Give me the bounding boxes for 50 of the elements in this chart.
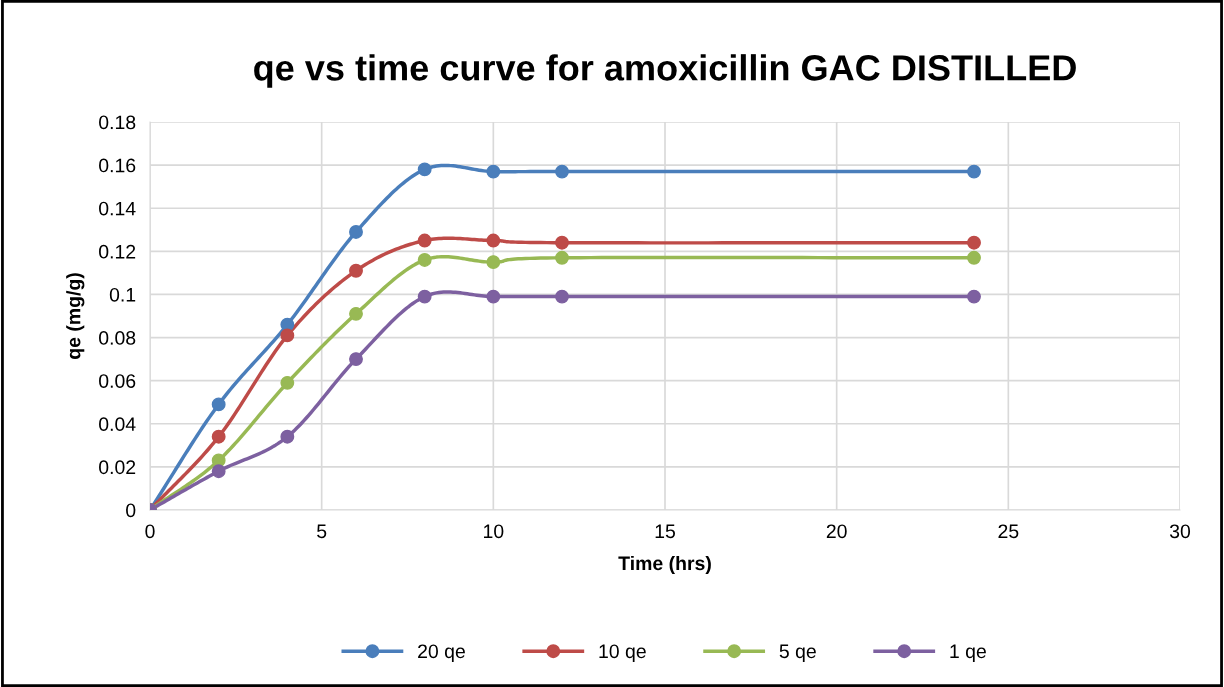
x-tick-label: 20 <box>826 524 847 539</box>
x-tick-label: 30 <box>1169 524 1191 539</box>
point <box>486 233 501 248</box>
point <box>280 375 295 390</box>
x-tick-label: 15 <box>655 524 675 539</box>
y-tick-label: 0.04 <box>99 417 136 432</box>
point <box>486 255 501 270</box>
y-tick-label: 0.06 <box>99 374 136 388</box>
point <box>967 164 981 179</box>
point <box>280 429 295 444</box>
legend-label: 10 qe <box>599 644 646 663</box>
point <box>349 224 363 239</box>
y-tick-label: 0.14 <box>99 201 136 216</box>
point <box>967 289 981 304</box>
point <box>555 164 569 179</box>
point <box>417 233 432 248</box>
point <box>211 464 226 479</box>
point <box>555 250 569 265</box>
y-tick-label: 0.08 <box>99 331 136 345</box>
y-tick-label: 0.12 <box>99 244 136 259</box>
point <box>555 235 569 250</box>
y-tick-label: 0.1 <box>109 287 136 302</box>
legend-label: 1 qe <box>950 644 986 663</box>
y-tick-label: 0.16 <box>99 158 136 173</box>
point <box>555 289 569 304</box>
x-axis-title: Time (hrs) <box>618 555 711 575</box>
legend-label: 20 qe <box>418 644 465 663</box>
point <box>211 429 226 444</box>
y-axis-title: qe (mg/g) <box>66 273 85 359</box>
point <box>967 250 981 265</box>
x-tick-label: 10 <box>484 524 504 539</box>
chart-title: qe vs time curve for amoxicillin GAC DISTILLED <box>254 54 1076 88</box>
y-tick-label: 0 <box>126 503 136 518</box>
legend-label: 5 qe <box>779 644 816 663</box>
point <box>417 162 432 177</box>
point <box>211 397 226 412</box>
point <box>349 263 363 278</box>
y-tick-label: 0.18 <box>99 115 136 130</box>
point <box>967 235 981 250</box>
point <box>417 289 432 304</box>
point <box>349 306 363 321</box>
x-tick-label: 25 <box>998 524 1019 539</box>
point <box>486 289 501 304</box>
point <box>486 164 501 179</box>
x-tick-label: 5 <box>317 524 327 539</box>
point <box>417 253 432 267</box>
point <box>280 328 295 343</box>
x-tick-label: 0 <box>145 524 155 539</box>
y-tick-label: 0.02 <box>99 460 136 475</box>
point <box>349 352 363 367</box>
